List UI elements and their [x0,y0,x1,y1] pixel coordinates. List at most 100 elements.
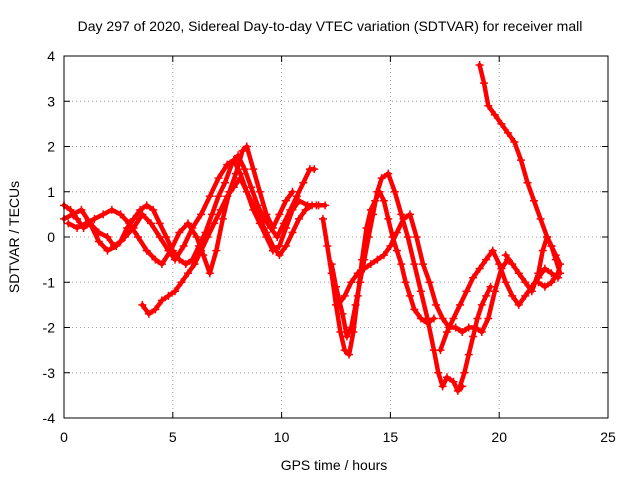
data-point-marker [151,255,160,264]
data-point-marker [99,210,108,219]
data-point-marker [373,187,382,196]
data-point-marker [340,291,349,300]
data-point-marker [262,228,271,237]
data-point-marker [530,196,539,205]
data-point-marker [184,219,193,228]
data-series-arc-6 [327,169,467,395]
data-point-marker [170,287,179,296]
data-point-marker [556,260,565,269]
x-tick-label: 10 [274,429,290,445]
data-point-marker [456,300,465,309]
data-point-marker [551,251,560,260]
data-point-marker [66,205,75,214]
data-point-marker [334,300,343,309]
data-point-marker [268,242,277,251]
data-point-marker [405,291,414,300]
data-point-marker [497,119,506,128]
y-tick-label: -2 [43,320,56,336]
data-point-marker [523,178,532,187]
data-point-marker [255,187,264,196]
data-point-marker [142,201,151,210]
data-point-marker [318,214,327,223]
data-point-marker [292,192,301,201]
data-point-marker [214,192,223,201]
x-tick-label: 5 [169,429,177,445]
data-point-marker [412,233,421,241]
data-point-marker [205,269,214,278]
data-point-marker [103,233,112,241]
data-point-marker [534,269,543,278]
data-point-marker [138,300,147,309]
x-tick-label: 25 [600,429,616,445]
data-point-marker [397,210,406,219]
data-point-marker [166,246,175,255]
data-point-marker [488,246,497,255]
data-point-marker [144,309,153,318]
data-point-marker [340,346,349,355]
data-point-marker [68,210,77,219]
data-point-marker [177,278,186,287]
data-point-marker [157,260,166,269]
data-point-marker [475,264,484,273]
data-point-marker [360,255,369,264]
data-point-marker [495,260,504,269]
data-point-marker [157,296,166,305]
data-point-marker [338,309,347,318]
data-point-marker [155,219,164,228]
ticks: 0 5 10 15 20 25 -4 -3 -2 -1 0 1 2 3 4 [43,48,616,445]
data-point-marker [142,246,151,255]
data-point-marker [462,287,471,296]
series-layer [60,61,565,395]
data-point-marker [410,260,419,269]
data-point-marker [229,156,238,165]
data-point-marker [190,260,199,269]
data-point-marker [242,187,251,196]
data-point-marker [538,246,547,255]
data-point-marker [442,373,451,382]
data-point-marker [521,278,530,287]
data-point-marker [390,187,399,196]
data-point-marker [536,214,545,223]
data-point-marker [543,233,552,241]
data-point-marker [231,169,240,178]
x-axis-label: GPS time / hours [281,457,388,473]
data-point-marker [147,219,156,228]
data-point-marker [527,287,536,296]
data-point-marker [451,323,460,332]
data-point-marker [212,246,221,255]
data-point-marker [423,314,432,323]
data-point-marker [281,242,290,251]
data-point-marker [238,147,247,156]
data-point-marker [473,314,482,323]
data-point-marker [214,174,223,183]
data-point-marker [275,251,284,260]
data-point-marker [547,242,556,251]
data-point-marker [482,291,491,300]
data-point-marker [268,223,277,232]
data-series-arc-11 [475,61,565,291]
data-point-marker [149,205,158,214]
data-point-marker [464,350,473,359]
data-point-marker [484,101,493,110]
data-point-marker [216,205,225,214]
y-tick-label: -3 [43,365,56,381]
data-point-marker [181,260,190,269]
data-point-marker [112,242,121,251]
data-point-marker [179,242,188,251]
x-tick-label: 15 [383,429,399,445]
data-point-marker [205,192,214,201]
data-point-marker [73,223,82,232]
data-point-marker [129,214,138,223]
data-point-marker [368,210,377,219]
data-point-marker [81,219,90,228]
data-point-marker [456,382,465,391]
data-point-marker [514,300,523,309]
data-point-marker [103,246,112,255]
data-point-marker [155,233,164,241]
data-point-marker [484,314,493,323]
data-point-marker [321,201,330,210]
data-point-marker [401,278,410,287]
data-point-marker [94,237,103,246]
data-series-arc-9 [456,282,495,391]
y-axis-label: SDTVAR / TECUs [6,181,22,293]
